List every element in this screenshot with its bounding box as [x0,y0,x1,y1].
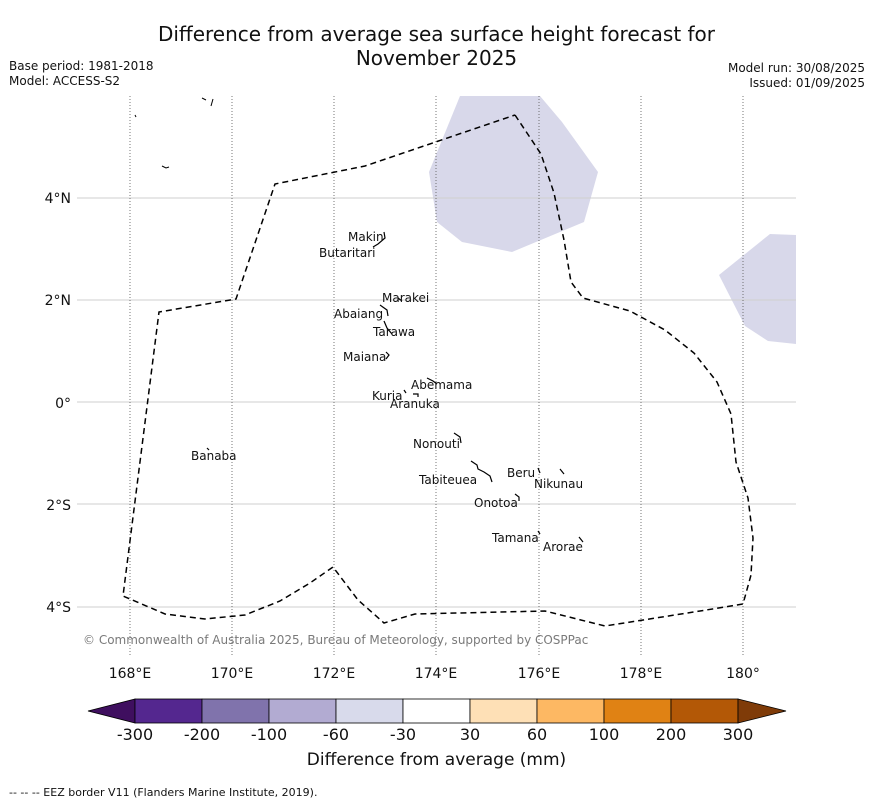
colorbar-tick-label: 60 [527,725,547,744]
title-line-1: Difference from average sea surface heig… [157,22,716,46]
colorbar-tick-label: 100 [589,725,620,744]
lat-tick-label: 2°S [46,498,71,514]
model-run-label: Model run: 30/08/2025 [727,61,865,75]
title-line-2: November 2025 [355,46,518,70]
lon-tick-label: 180° [726,666,760,682]
lon-tick-label: 172°E [313,666,356,682]
island-label-arorae: Arorae [543,540,583,554]
island-label-onotoa: Onotoa [474,496,518,510]
colorbar [87,698,787,724]
colorbar-bin [469,698,538,724]
lat-tick-label: 4°N [45,191,71,207]
colorbar-tick-label: -200 [184,725,220,744]
island-label-nonouti: Nonouti [413,437,460,451]
colorbar-tick-label: 200 [656,725,687,744]
colorbar-extend-low [87,698,136,724]
colorbar-title: Difference from average (mm) [306,750,567,770]
colorbar-extend-high [737,698,787,724]
meta-right: Model run: 30/08/2025 Issued: 01/09/2025 [728,61,865,91]
colorbar-bin [536,698,605,724]
lon-tick-label: 174°E [415,666,458,682]
colorbar-bin [201,698,270,724]
issued-label: Issued: 01/09/2025 [749,76,865,90]
island-label-marakei: Marakei [382,291,429,305]
island-outlines [206,231,584,543]
island-label-tabiteuea: Tabiteuea [418,473,477,487]
colorbar-tick-label: 30 [460,725,480,744]
lat-tick-label: 4°S [46,600,71,616]
island-label-banaba: Banaba [191,449,237,463]
colorbar-tick-label: -30 [390,725,416,744]
coastline-fragments [134,97,214,169]
lon-tick-label: 176°E [518,666,561,682]
anomaly-patch-east [719,234,796,344]
base-period-label: Base period: 1981-2018 [9,59,154,73]
lat-tick-label: 2°N [45,293,71,309]
colorbar-tick-label: 300 [723,725,754,744]
lon-tick-label: 168°E [109,666,152,682]
colorbar-bin [603,698,672,724]
island-label-tamana: Tamana [491,531,539,545]
colorbar-tick-label: -60 [323,725,349,744]
eez-footnote: -- -- -- EEZ border V11 (Flanders Marine… [9,786,318,799]
island-label-tarawa: Tarawa [372,325,415,339]
island-label-butaritari: Butaritari [319,246,376,260]
colorbar-tick-label: -300 [117,725,153,744]
island-label-abaiang: Abaiang [334,307,383,321]
lat-gridlines [77,197,796,608]
eez-border [122,114,754,627]
island-label-beru: Beru [507,466,535,480]
lon-tick-label: 170°E [211,666,254,682]
island-label-nikunau: Nikunau [534,477,583,491]
model-label: Model: ACCESS-S2 [9,74,121,88]
lat-tick-label: 0° [55,396,71,412]
island-label-kuria: Kuria [372,389,403,403]
colorbar-bin [402,698,471,724]
island-label-aranuka: Aranuka [390,397,440,411]
copyright-notice: © Commonwealth of Australia 2025, Bureau… [83,633,588,647]
lon-tick-label: 178°E [620,666,663,682]
map-title: Difference from average sea surface heig… [0,22,873,70]
colorbar-bin [335,698,404,724]
meta-left: Base period: 1981-2018 Model: ACCESS-S2 [9,59,154,89]
island-label-makin: Makin [348,230,384,244]
colorbar-bin [268,698,337,724]
colorbar-bin [670,698,739,724]
island-label-maiana: Maiana [343,350,386,364]
island-label-abemama: Abemama [411,378,472,392]
colorbar-tick-label: -100 [251,725,287,744]
lon-gridlines [129,96,744,655]
anomaly-patch-north [429,96,598,252]
colorbar-bin [134,698,203,724]
